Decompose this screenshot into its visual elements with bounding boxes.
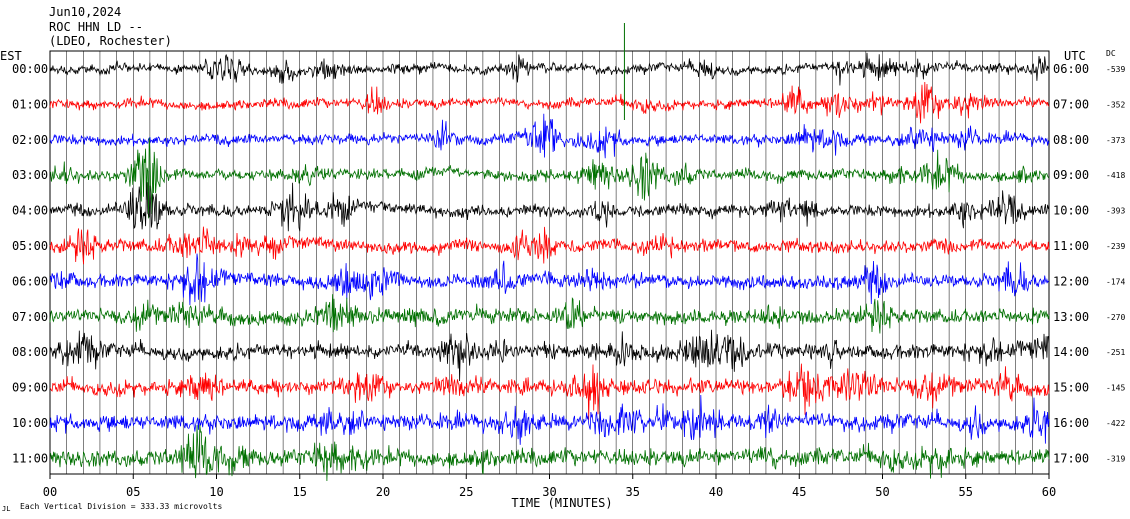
dc-offset-label: -422: [1106, 419, 1125, 428]
left-timezone-label: EST: [0, 49, 22, 63]
trace-line: [49, 226, 1050, 265]
trace-group: [49, 23, 1050, 482]
x-tick-label: 15: [293, 485, 307, 499]
utc-hour-label: 07:00: [1053, 97, 1089, 111]
trace-line: [49, 363, 1050, 420]
est-hour-label: 05:00: [12, 239, 48, 253]
est-hour-label: 11:00: [12, 451, 48, 465]
dc-offset-label: -352: [1106, 100, 1125, 109]
est-hour-label: 01:00: [12, 97, 48, 111]
x-tick-label: 40: [709, 485, 723, 499]
footer-prefix: JL: [2, 505, 10, 513]
est-hour-label: 03:00: [12, 168, 48, 182]
x-tick-label: 35: [626, 485, 640, 499]
dc-offset-label: -539: [1106, 65, 1125, 74]
dc-offset-label: -418: [1106, 171, 1125, 180]
trace-line: [49, 113, 1050, 159]
x-tick-label: 45: [792, 485, 806, 499]
est-hour-label: 04:00: [12, 204, 48, 218]
trace-line: [49, 81, 1050, 124]
x-tick-label: 10: [209, 485, 223, 499]
dc-offset-label: -251: [1106, 348, 1125, 357]
trace-line: [49, 137, 1050, 219]
network-label: (LDEO, Rochester): [49, 34, 172, 48]
utc-hour-label: 12:00: [1053, 274, 1089, 288]
est-hour-label: 00:00: [12, 62, 48, 76]
est-hour-label: 10:00: [12, 416, 48, 430]
trace-line: [49, 329, 1050, 382]
vertical-division-note: Each Vertical Division = 333.33 microvol…: [20, 502, 222, 511]
est-hour-label: 07:00: [12, 310, 48, 324]
utc-hour-label: 06:00: [1053, 62, 1089, 76]
utc-hour-label: 10:00: [1053, 204, 1089, 218]
utc-hour-label: 08:00: [1053, 133, 1089, 147]
utc-hour-label: 14:00: [1053, 345, 1089, 359]
utc-hour-label: 11:00: [1053, 239, 1089, 253]
dc-offset-label: -393: [1106, 207, 1125, 216]
x-tick-label: 05: [126, 485, 140, 499]
x-tick-label: 30: [542, 485, 556, 499]
row-label-group: 00:00 06:00 -539 01:00 07:00 -352 02:00 08:00 -3…: [12, 62, 1125, 465]
trace-line: [49, 294, 1050, 334]
utc-hour-label: 15:00: [1053, 381, 1089, 395]
dc-offset-label: -174: [1106, 277, 1125, 286]
dc-offset-label: -373: [1106, 136, 1125, 145]
dc-offset-label: -145: [1106, 384, 1125, 393]
x-tick-label: 00: [43, 485, 57, 499]
x-axis-title: TIME (MINUTES): [511, 496, 612, 510]
dc-offset-label: -239: [1106, 242, 1125, 251]
dc-offset-label: -270: [1106, 313, 1125, 322]
est-hour-label: 09:00: [12, 381, 48, 395]
est-hour-label: 02:00: [12, 133, 48, 147]
utc-hour-label: 13:00: [1053, 310, 1089, 324]
trace-line: [49, 253, 1050, 306]
x-tick-label: 55: [959, 485, 973, 499]
trace-line: [49, 394, 1050, 445]
utc-hour-label: 16:00: [1053, 416, 1089, 430]
trace-line: [49, 424, 1050, 482]
dc-offset-label: -319: [1106, 454, 1125, 463]
dc-header-label: DC: [1106, 49, 1116, 58]
x-tick-label: 25: [459, 485, 473, 499]
trace-line: [49, 52, 1049, 86]
x-tick-label: 50: [875, 485, 889, 499]
est-hour-label: 06:00: [12, 274, 48, 288]
date-label: Jun10,2024: [49, 5, 121, 19]
x-tick-label: 20: [376, 485, 390, 499]
utc-hour-label: 09:00: [1053, 168, 1089, 182]
est-hour-label: 08:00: [12, 345, 48, 359]
utc-hour-label: 17:00: [1053, 451, 1089, 465]
trace-line: [49, 182, 1050, 232]
x-tick-label: 60: [1042, 485, 1056, 499]
minute-gridlines: [66, 51, 1033, 474]
x-axis-ticks: 00 05 10 15 20 25 30 35 40 45 50 55 60: [43, 474, 1056, 499]
right-timezone-label: UTC: [1064, 49, 1086, 63]
station-label: ROC HHN LD --: [49, 20, 143, 34]
